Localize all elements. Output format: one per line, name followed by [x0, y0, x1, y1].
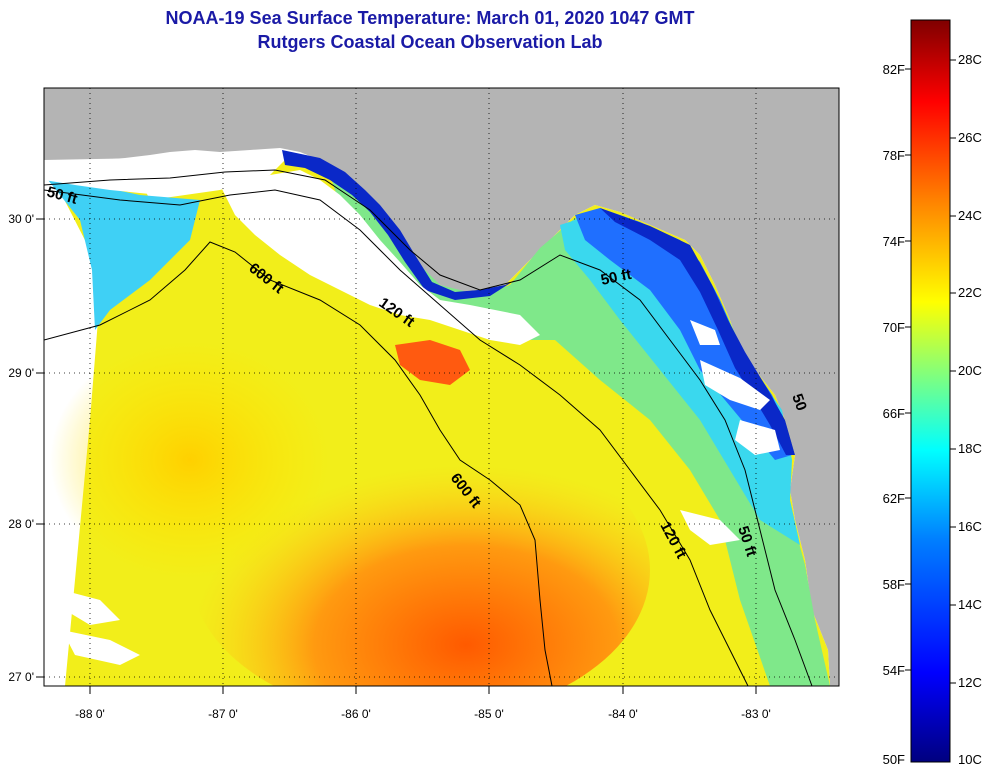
panhandle-coast-band — [282, 150, 515, 300]
y-tick-label: 30 0' — [8, 212, 34, 226]
contour-120ft — [44, 189, 749, 686]
colorbar: 82F 78F 74F 70F 66F 62F 58F 54F 50F 28C … — [883, 19, 982, 767]
colorbar-f-label: 78F — [883, 148, 905, 163]
colorbar-c-label: 14C — [958, 597, 982, 612]
colorbar-c-label: 20C — [958, 363, 982, 378]
colorbar-f-label: 66F — [883, 406, 905, 421]
cloud-mask-west — [44, 158, 200, 195]
colorbar-c-label: 12C — [958, 675, 982, 690]
colorbar-f-label: 58F — [883, 577, 905, 592]
colorbar-f-label: 74F — [883, 234, 905, 249]
x-tick-label: -83 0' — [741, 707, 771, 721]
map-frame — [43, 87, 840, 687]
colorbar-c-label: 26C — [958, 130, 982, 145]
colorbar-c-label: 28C — [958, 52, 982, 67]
map-subtitle: Rutgers Coastal Ocean Observation Lab — [257, 32, 603, 52]
colorbar-scale — [910, 19, 951, 763]
colorbar-c-label: 18C — [958, 441, 982, 456]
colorbar-c-label: 22C — [958, 285, 982, 300]
colorbar-f-label: 62F — [883, 491, 905, 506]
colorbar-f-label: 50F — [883, 752, 905, 767]
x-tick-label: -86 0' — [341, 707, 371, 721]
colorbar-f-ticks — [905, 59, 956, 684]
x-tick-label: -88 0' — [75, 707, 105, 721]
colorbar-f-label: 54F — [883, 663, 905, 678]
colorbar-f-label: 82F — [883, 62, 905, 77]
axis-ticks — [36, 218, 757, 694]
land-mass — [44, 88, 839, 686]
colorbar-c-label: 10C — [958, 752, 982, 767]
contour-label-50-edge: 50 — [788, 392, 810, 413]
west-cool-water — [44, 175, 200, 330]
contour-label-50ft-bigbend: 50 ft — [599, 266, 633, 289]
warm-west — [50, 340, 330, 580]
colorbar-c-label: 16C — [958, 519, 982, 534]
nearshore-cyan-water — [560, 212, 800, 545]
y-axis-labels: 30 0' 29 0' 28 0' 27 0' — [8, 212, 34, 684]
x-tick-label: -84 0' — [608, 707, 638, 721]
x-tick-label: -85 0' — [474, 707, 504, 721]
y-tick-label: 28 0' — [8, 517, 34, 531]
cloud-mask-panhandle — [220, 170, 540, 345]
contour-600ft — [44, 241, 553, 686]
colorbar-f-label: 70F — [883, 320, 905, 335]
x-axis-labels: -88 0' -87 0' -86 0' -85 0' -84 0' -83 0… — [75, 707, 771, 721]
bigbend-coast-band — [600, 208, 795, 455]
y-tick-label: 29 0' — [8, 366, 34, 380]
map-title: NOAA-19 Sea Surface Temperature: March 0… — [165, 8, 695, 28]
contour-50ft — [44, 169, 813, 686]
colorbar-c-label: 24C — [958, 208, 982, 223]
map-panel: 50 ft 600 ft 120 ft 50 ft 600 ft 120 ft … — [44, 88, 839, 686]
y-tick-label: 27 0' — [8, 670, 34, 684]
x-tick-label: -87 0' — [208, 707, 238, 721]
warm-spot — [395, 340, 470, 385]
